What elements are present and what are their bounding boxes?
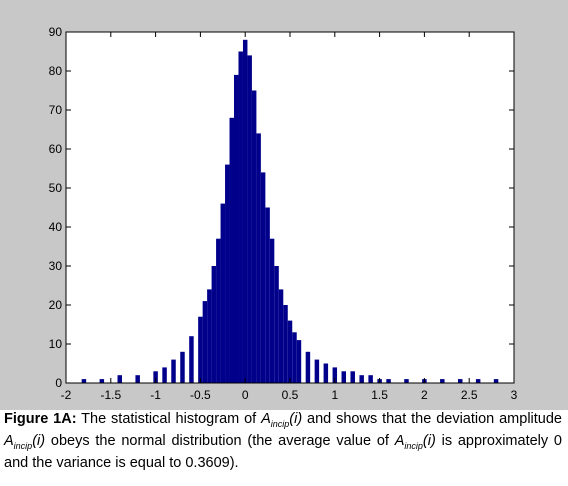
- y-tick-label: 90: [49, 25, 63, 39]
- y-tick-label: 20: [49, 298, 63, 312]
- histogram-bar: [323, 363, 329, 383]
- y-tick-label: 0: [55, 376, 62, 390]
- histogram-bar: [341, 371, 346, 383]
- caption-symbol-3: A: [394, 432, 405, 449]
- histogram-bar: [287, 320, 293, 383]
- caption-symbol-1: A: [261, 411, 271, 427]
- caption-text-3: obeys the normal distribution (the avera…: [45, 432, 395, 449]
- histogram-bar: [493, 379, 499, 383]
- histogram-bar: [153, 371, 158, 383]
- histogram-bar: [314, 359, 320, 383]
- caption-subscript-1: incip: [270, 418, 290, 429]
- histogram-bar: [202, 301, 208, 383]
- x-tick-label: -0.5: [190, 388, 211, 402]
- x-tick-label: -1.5: [100, 388, 121, 402]
- caption-symbol-2: A: [4, 432, 14, 449]
- histogram-bar: [260, 172, 266, 383]
- caption-argument-3: (i): [422, 432, 436, 449]
- x-axis-ticks: -2 -1.5 -1 -0.5 0 0.5 1 1.5 2 2.5 3: [61, 32, 518, 402]
- x-tick-label: -1: [150, 388, 161, 402]
- histogram-bar: [99, 379, 105, 383]
- histogram-bar: [207, 289, 212, 383]
- caption-text-4: is approximately 0 and the variance is e…: [4, 432, 562, 471]
- histogram-bar: [251, 90, 257, 383]
- y-tick-label: 60: [49, 142, 63, 156]
- histogram-bars: [81, 39, 499, 384]
- histogram-bar: [265, 207, 270, 383]
- histogram-bar: [135, 375, 140, 383]
- histogram-bar: [458, 379, 463, 383]
- histogram-bar: [238, 51, 243, 383]
- histogram-bar: [283, 305, 288, 383]
- x-tick-label: 1: [331, 388, 338, 402]
- histogram-bar: [234, 74, 239, 384]
- caption-subscript-3: incip: [404, 440, 423, 451]
- histogram-bar: [368, 375, 373, 383]
- histogram-bar: [278, 289, 284, 383]
- histogram-bar: [359, 375, 364, 383]
- y-tick-label: 40: [49, 220, 63, 234]
- histogram-bar: [269, 238, 275, 383]
- histogram-bar: [162, 367, 167, 383]
- histogram-bar: [256, 133, 261, 383]
- histogram-bar: [274, 266, 279, 383]
- y-tick-label: 80: [49, 64, 63, 78]
- y-tick-label: 10: [49, 337, 63, 351]
- histogram-bar: [296, 340, 302, 383]
- y-tick-label: 70: [49, 103, 63, 117]
- caption-label: Figure 1A:: [4, 411, 77, 427]
- histogram-bar: [305, 351, 311, 383]
- histogram-bar: [216, 238, 221, 383]
- x-tick-label: -2: [61, 388, 72, 402]
- histogram-bar: [350, 371, 355, 383]
- histogram-bar: [229, 117, 234, 384]
- histogram-chart: -2 -1.5 -1 -0.5 0 0.5 1 1.5 2 2.5 3 0 10 20 30 40 50 60 7…: [49, 25, 518, 402]
- histogram-bar: [220, 203, 226, 383]
- figure-panel: -2 -1.5 -1 -0.5 0 0.5 1 1.5 2 2.5 3 0 10 20 30 40 50 60 7…: [0, 0, 568, 410]
- histogram-bar: [292, 332, 297, 383]
- histogram-bar: [404, 379, 409, 383]
- y-tick-label: 30: [49, 259, 63, 273]
- histogram-bar: [198, 316, 203, 383]
- x-tick-label: 1.5: [371, 388, 388, 402]
- histogram-bar: [475, 379, 481, 383]
- x-tick-label: 0: [242, 388, 249, 402]
- x-tick-label: 0.5: [282, 388, 299, 402]
- histogram-bar: [211, 266, 217, 383]
- histogram-bar: [189, 336, 194, 383]
- y-tick-label: 50: [49, 181, 63, 195]
- histogram-bar: [440, 379, 445, 383]
- histogram-bar: [332, 367, 338, 383]
- histogram-bar: [225, 164, 230, 383]
- caption-subscript-2: incip: [13, 440, 33, 451]
- y-axis-ticks: 0 10 20 30 40 50 60 70 80 90: [49, 25, 514, 390]
- histogram-bar: [180, 351, 185, 383]
- caption-argument-2: (i): [32, 432, 46, 449]
- histogram-bar: [171, 359, 176, 383]
- x-tick-label: 3: [511, 388, 518, 402]
- caption-argument-1: (i): [289, 411, 303, 427]
- histogram-bar: [81, 379, 87, 383]
- figure-caption: Figure 1A: The statistical histogram of …: [4, 411, 562, 472]
- histogram-bar: [242, 39, 248, 384]
- histogram-bar: [386, 379, 391, 383]
- x-tick-label: 2: [421, 388, 428, 402]
- caption-text-1: The statistical histogram of: [76, 411, 262, 427]
- caption-text-2: and shows that the deviation amplitude: [302, 411, 562, 427]
- histogram-bar: [117, 375, 122, 383]
- x-tick-label: 2.5: [461, 388, 478, 402]
- histogram-bar: [247, 55, 252, 384]
